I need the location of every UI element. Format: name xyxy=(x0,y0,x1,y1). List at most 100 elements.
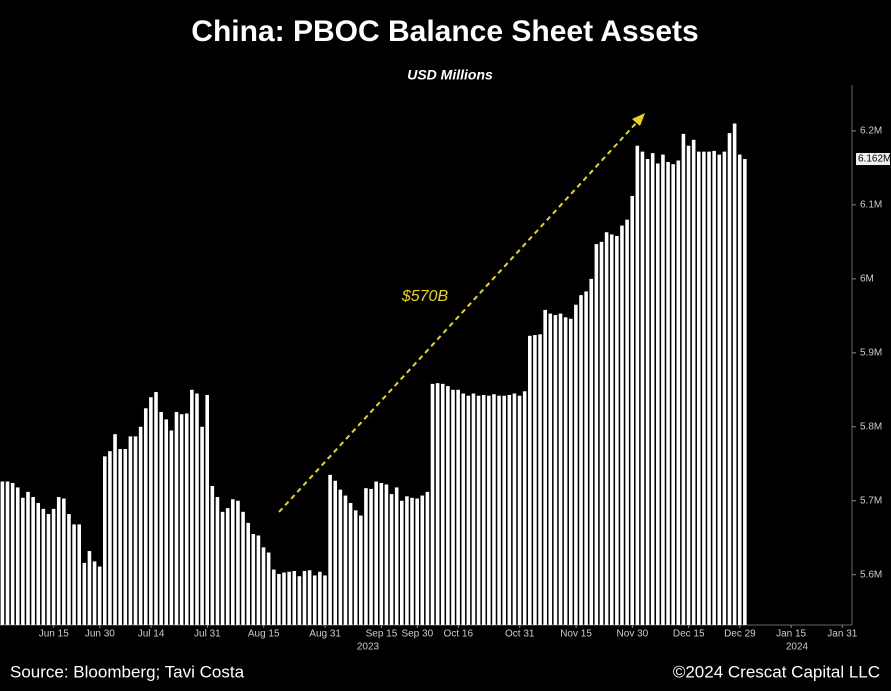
bar xyxy=(563,317,568,625)
bar xyxy=(261,547,266,625)
bar xyxy=(103,456,107,625)
bar xyxy=(72,524,76,625)
bar xyxy=(712,150,716,625)
bar xyxy=(31,497,35,625)
bar xyxy=(67,514,71,625)
bar xyxy=(77,524,81,625)
bar xyxy=(507,394,512,625)
bar xyxy=(241,511,245,625)
bar xyxy=(154,392,158,625)
bar xyxy=(492,394,496,625)
bar xyxy=(379,482,384,625)
bar xyxy=(164,419,169,625)
bar xyxy=(389,494,394,625)
x-tick-label: Nov 30 xyxy=(617,629,649,640)
bar xyxy=(97,566,102,625)
bar xyxy=(302,571,307,625)
bar xyxy=(364,488,368,625)
x-tick-label: Jun 15 xyxy=(39,629,69,640)
bar xyxy=(553,315,558,625)
bar xyxy=(543,309,547,625)
bar xyxy=(671,164,675,625)
arrow-head xyxy=(632,113,645,126)
bar xyxy=(656,163,660,625)
bar xyxy=(384,484,389,625)
bar xyxy=(681,133,686,625)
bar xyxy=(635,145,640,625)
bar xyxy=(707,151,711,625)
bar xyxy=(62,498,66,625)
bar xyxy=(522,391,527,625)
bar xyxy=(333,480,338,625)
x-tick-label: Nov 15 xyxy=(560,629,592,640)
bar xyxy=(282,572,286,625)
bar xyxy=(149,397,153,625)
bar xyxy=(179,414,184,625)
bar xyxy=(676,160,681,626)
bar xyxy=(420,495,425,625)
bar xyxy=(51,508,56,625)
bar xyxy=(174,411,179,625)
bar xyxy=(21,497,25,625)
bar xyxy=(584,291,588,625)
bar xyxy=(15,487,20,625)
x-tick-label: Jan 15 xyxy=(776,629,806,640)
x-tick-label: Aug 15 xyxy=(248,629,280,640)
source: Source: Bloomberg; Tavi Costa xyxy=(10,662,245,681)
x-tick-label: Jun 30 xyxy=(85,629,115,640)
bar xyxy=(609,234,614,625)
chart-title: China: PBOC Balance Sheet Assets xyxy=(191,15,698,48)
bar xyxy=(743,159,747,625)
bar xyxy=(548,313,553,625)
bar xyxy=(287,571,291,625)
bar xyxy=(271,569,276,625)
bar xyxy=(435,383,440,625)
bar xyxy=(512,393,517,625)
bar xyxy=(277,573,281,625)
bar xyxy=(517,395,522,625)
bar xyxy=(118,448,122,625)
bar xyxy=(650,153,655,625)
bar xyxy=(0,481,5,625)
bar xyxy=(343,495,348,625)
bar xyxy=(56,497,61,625)
trend-arrow xyxy=(278,120,639,513)
bar xyxy=(133,436,138,625)
bar xyxy=(574,304,578,625)
bar xyxy=(696,151,701,625)
bar xyxy=(481,394,486,625)
bar xyxy=(256,535,261,625)
bar xyxy=(497,395,501,625)
bar xyxy=(661,154,665,625)
bar xyxy=(599,241,604,625)
bar xyxy=(128,436,133,625)
bar xyxy=(123,448,128,625)
bar xyxy=(440,383,445,625)
x-tick-label: Oct 31 xyxy=(505,629,535,640)
y-tick-label: 5.8M xyxy=(860,421,882,432)
bar xyxy=(108,451,112,625)
bar xyxy=(92,561,97,625)
last-value-box xyxy=(856,153,890,166)
bar xyxy=(307,570,312,625)
chart-subtitle: USD Millions xyxy=(407,67,493,83)
bar xyxy=(113,434,117,625)
bar xyxy=(41,508,46,625)
bar xyxy=(323,575,327,625)
x-tick-label: Sep 30 xyxy=(401,629,433,640)
year-label: 2024 xyxy=(786,642,809,653)
bar xyxy=(246,522,250,625)
x-tick-label: Oct 16 xyxy=(444,629,474,640)
bar xyxy=(722,151,727,625)
bar xyxy=(225,508,230,625)
bar xyxy=(143,408,148,625)
bar xyxy=(318,571,322,625)
y-tick-label: 6.1M xyxy=(860,200,882,211)
bar xyxy=(691,139,696,626)
copyright: ©2024 Crescat Capital LLC xyxy=(673,662,880,681)
bar xyxy=(5,481,10,625)
bar xyxy=(210,485,215,625)
bar xyxy=(292,571,297,625)
bar xyxy=(717,154,722,625)
bar xyxy=(338,489,343,625)
